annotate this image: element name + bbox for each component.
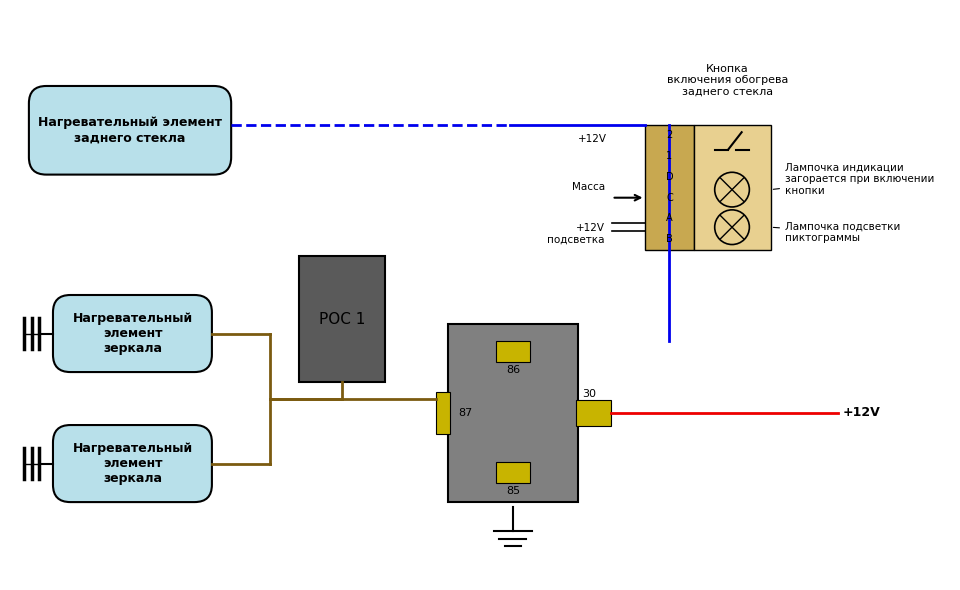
Text: Масса: Масса — [572, 182, 605, 192]
Text: B: B — [666, 234, 673, 244]
Text: C: C — [666, 192, 673, 202]
Bar — [495, 341, 530, 362]
Text: Лампочка индикации
загорается при включении
кнопки: Лампочка индикации загорается при включе… — [774, 163, 934, 196]
Text: Нагревательный
элемент
зеркала: Нагревательный элемент зеркала — [72, 442, 193, 485]
Text: 87: 87 — [458, 408, 472, 418]
Text: +12V: +12V — [578, 134, 607, 144]
Text: Нагревательный элемент
заднего стекла: Нагревательный элемент заднего стекла — [38, 116, 222, 145]
Text: Лампочка подсветки
пиктограммы: Лампочка подсветки пиктограммы — [774, 222, 900, 243]
Bar — [437, 392, 450, 434]
Bar — [448, 324, 578, 502]
Text: 30: 30 — [583, 389, 596, 399]
Text: +12V
подсветка: +12V подсветка — [547, 223, 605, 244]
FancyBboxPatch shape — [53, 295, 212, 372]
Text: +12V: +12V — [843, 407, 880, 419]
Text: 2: 2 — [666, 130, 673, 140]
Bar — [495, 461, 530, 483]
Text: 85: 85 — [506, 486, 520, 496]
Text: Нагревательный
элемент
зеркала: Нагревательный элемент зеркала — [72, 312, 193, 355]
Text: 1: 1 — [666, 151, 673, 161]
FancyBboxPatch shape — [53, 425, 212, 502]
Text: A: A — [666, 214, 673, 224]
FancyBboxPatch shape — [29, 86, 231, 175]
Text: D: D — [665, 172, 673, 182]
Bar — [299, 257, 385, 382]
Text: Кнопка
включения обогрева
заднего стекла: Кнопка включения обогрева заднего стекла — [666, 64, 788, 97]
Text: РОС 1: РОС 1 — [319, 312, 365, 327]
Bar — [576, 399, 611, 427]
Bar — [693, 124, 771, 250]
Bar — [645, 124, 693, 250]
Text: 86: 86 — [506, 365, 520, 375]
